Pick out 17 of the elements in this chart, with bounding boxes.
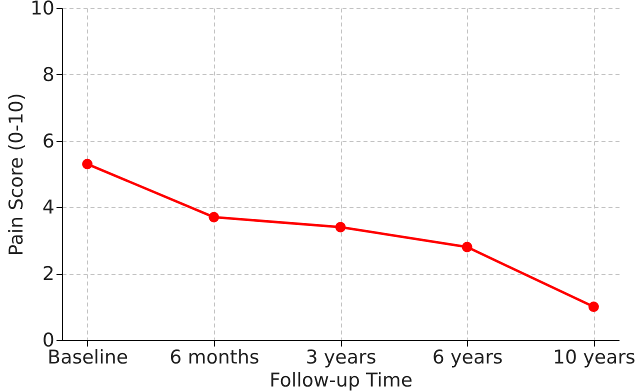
y-axis-title: Pain Score (0-10) (5, 93, 28, 256)
point (335, 222, 346, 232)
point (462, 242, 472, 252)
point (588, 302, 599, 312)
y-tick-label: 6 (42, 130, 54, 152)
x-tick-label: 10 years (552, 346, 636, 368)
y-tick-label: 4 (42, 196, 54, 219)
y-tick-label: 8 (42, 64, 54, 86)
point (82, 158, 93, 170)
x-tick-label: 3 years (306, 346, 376, 368)
x-axis-title: Follow-up Time (269, 370, 413, 392)
point (208, 212, 220, 222)
y-tick-label: 10 (30, 0, 54, 20)
y-tick-label: 2 (42, 263, 54, 286)
x-tick-label: 6 months (170, 346, 260, 368)
x-tick-label: Baseline (48, 346, 128, 368)
x-tick-label: 6 years (432, 346, 503, 368)
